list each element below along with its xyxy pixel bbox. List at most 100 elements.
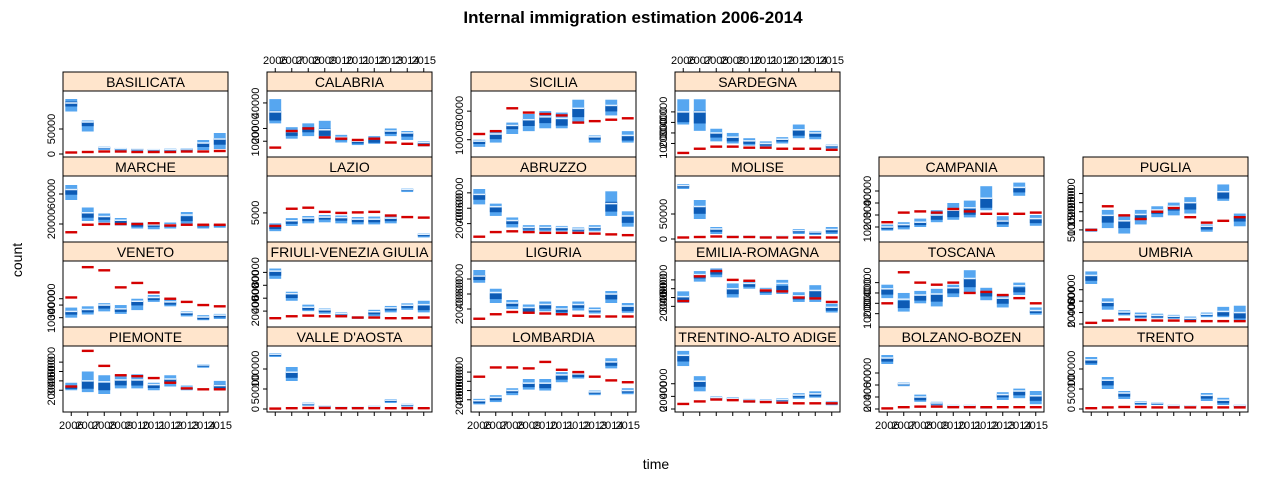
box-inner bbox=[81, 380, 94, 389]
y-tick-label: 20000 bbox=[454, 384, 466, 415]
box-inner bbox=[164, 301, 177, 305]
box-inner bbox=[792, 230, 805, 233]
panel-strip-label: BOLZANO-BOZEN bbox=[902, 329, 1022, 345]
panel-friuli-venezia-giulia: FRIULI-VENEZIA GIULIA 2000040000600008000… bbox=[250, 241, 433, 328]
panel-basilicata: BASILICATA 0 50000 bbox=[46, 71, 229, 158]
box-inner bbox=[914, 295, 927, 301]
y-tick-label: 30000 bbox=[862, 278, 874, 309]
box-inner bbox=[506, 302, 519, 307]
y-tick-label: 20000 bbox=[46, 209, 58, 240]
box-inner bbox=[285, 131, 298, 136]
panel-plot-area bbox=[62, 345, 229, 413]
x-tick-label: 2014 bbox=[1007, 420, 1031, 432]
box-inner bbox=[693, 380, 706, 387]
box-inner bbox=[489, 134, 502, 140]
panel-strip-label: CAMPANIA bbox=[925, 159, 998, 175]
box-inner bbox=[980, 291, 993, 297]
y-tick-label: 60000 bbox=[1066, 274, 1078, 305]
x-tick-label: 2011 bbox=[142, 420, 166, 432]
x-tick-label: 2012 bbox=[362, 55, 386, 67]
box-inner bbox=[131, 300, 144, 306]
box-inner bbox=[759, 143, 772, 146]
box-inner bbox=[605, 105, 618, 112]
y-tick-label: 20000 bbox=[1066, 297, 1078, 328]
box-inner bbox=[1029, 310, 1042, 314]
box-inner bbox=[881, 227, 894, 230]
box-inner bbox=[384, 400, 397, 402]
x-tick-label: 2009 bbox=[925, 420, 949, 432]
box-inner bbox=[506, 390, 519, 393]
box-inner bbox=[710, 132, 723, 138]
box-inner bbox=[1118, 220, 1131, 229]
x-tick-label: 2010 bbox=[941, 420, 965, 432]
panel-sardegna: SARDEGNA 20062007200820092010201120122013… bbox=[658, 55, 844, 159]
box-inner bbox=[285, 220, 298, 224]
x-tick-label: 2015 bbox=[412, 55, 436, 67]
x-tick-label: 2008 bbox=[92, 420, 116, 432]
box-inner bbox=[1184, 203, 1197, 210]
box-inner bbox=[489, 293, 502, 300]
panel-strip-label: CALABRIA bbox=[315, 74, 385, 90]
box-inner bbox=[1217, 311, 1230, 316]
x-tick-label: 2006 bbox=[875, 420, 899, 432]
y-tick-label: 20000 bbox=[658, 291, 670, 322]
y-tick-label: 100000 bbox=[250, 351, 262, 388]
x-tick-label: 2012 bbox=[974, 420, 998, 432]
box-inner bbox=[743, 283, 756, 287]
panel-strip-label: LAZIO bbox=[329, 159, 370, 175]
box-inner bbox=[368, 219, 381, 223]
y-tick-label: 20000 bbox=[658, 118, 670, 149]
box-inner bbox=[572, 304, 585, 308]
box-inner bbox=[539, 227, 552, 230]
box-inner bbox=[384, 130, 397, 134]
box-inner bbox=[302, 218, 315, 222]
box-inner bbox=[1101, 215, 1114, 223]
box-inner bbox=[213, 138, 226, 145]
box-inner bbox=[963, 278, 976, 288]
box-inner bbox=[285, 294, 298, 299]
box-inner bbox=[809, 133, 822, 137]
y-tick-label: 10000 bbox=[862, 298, 874, 329]
y-tick-label: 20000 bbox=[862, 288, 874, 319]
box-inner bbox=[473, 193, 486, 200]
y-tick-label: 0 bbox=[250, 406, 262, 412]
x-tick-label: 2010 bbox=[329, 55, 353, 67]
y-tick-label: 30000 bbox=[862, 188, 874, 219]
box-inner bbox=[1013, 287, 1026, 293]
x-tick-label: 2010 bbox=[533, 420, 557, 432]
box-inner bbox=[1118, 393, 1131, 397]
box-inner bbox=[1085, 360, 1098, 364]
panel-strip-label: UMBRIA bbox=[1138, 244, 1193, 260]
y-tick-label: 30000 bbox=[658, 107, 670, 138]
box-inner bbox=[98, 216, 111, 220]
box-inner bbox=[825, 145, 838, 148]
box-inner bbox=[302, 127, 315, 133]
x-tick-label: 2008 bbox=[500, 420, 524, 432]
y-tick-label: 80000 bbox=[454, 357, 466, 388]
panel-lazio: LAZIO 5000 bbox=[250, 156, 433, 243]
box-inner bbox=[677, 355, 690, 362]
box-inner bbox=[1029, 218, 1042, 224]
box-inner bbox=[588, 227, 601, 230]
panel-strip-label: PIEMONTE bbox=[109, 329, 182, 345]
box-inner bbox=[269, 271, 282, 276]
x-tick-label: 2010 bbox=[125, 420, 149, 432]
box-inner bbox=[1200, 226, 1213, 230]
box-inner bbox=[621, 307, 634, 311]
box-inner bbox=[914, 397, 927, 401]
x-tick-label: 2013 bbox=[991, 420, 1015, 432]
panel-plot-area bbox=[1082, 345, 1249, 413]
box-inner bbox=[1013, 187, 1026, 193]
box-inner bbox=[114, 308, 127, 312]
box-inner bbox=[572, 108, 585, 118]
x-tick-label: 2013 bbox=[787, 55, 811, 67]
box-inner bbox=[539, 383, 552, 389]
box-inner bbox=[1101, 301, 1114, 307]
y-tick-label: 40000 bbox=[454, 193, 466, 224]
x-tick-label: 2007 bbox=[484, 420, 508, 432]
box-inner bbox=[81, 121, 94, 127]
